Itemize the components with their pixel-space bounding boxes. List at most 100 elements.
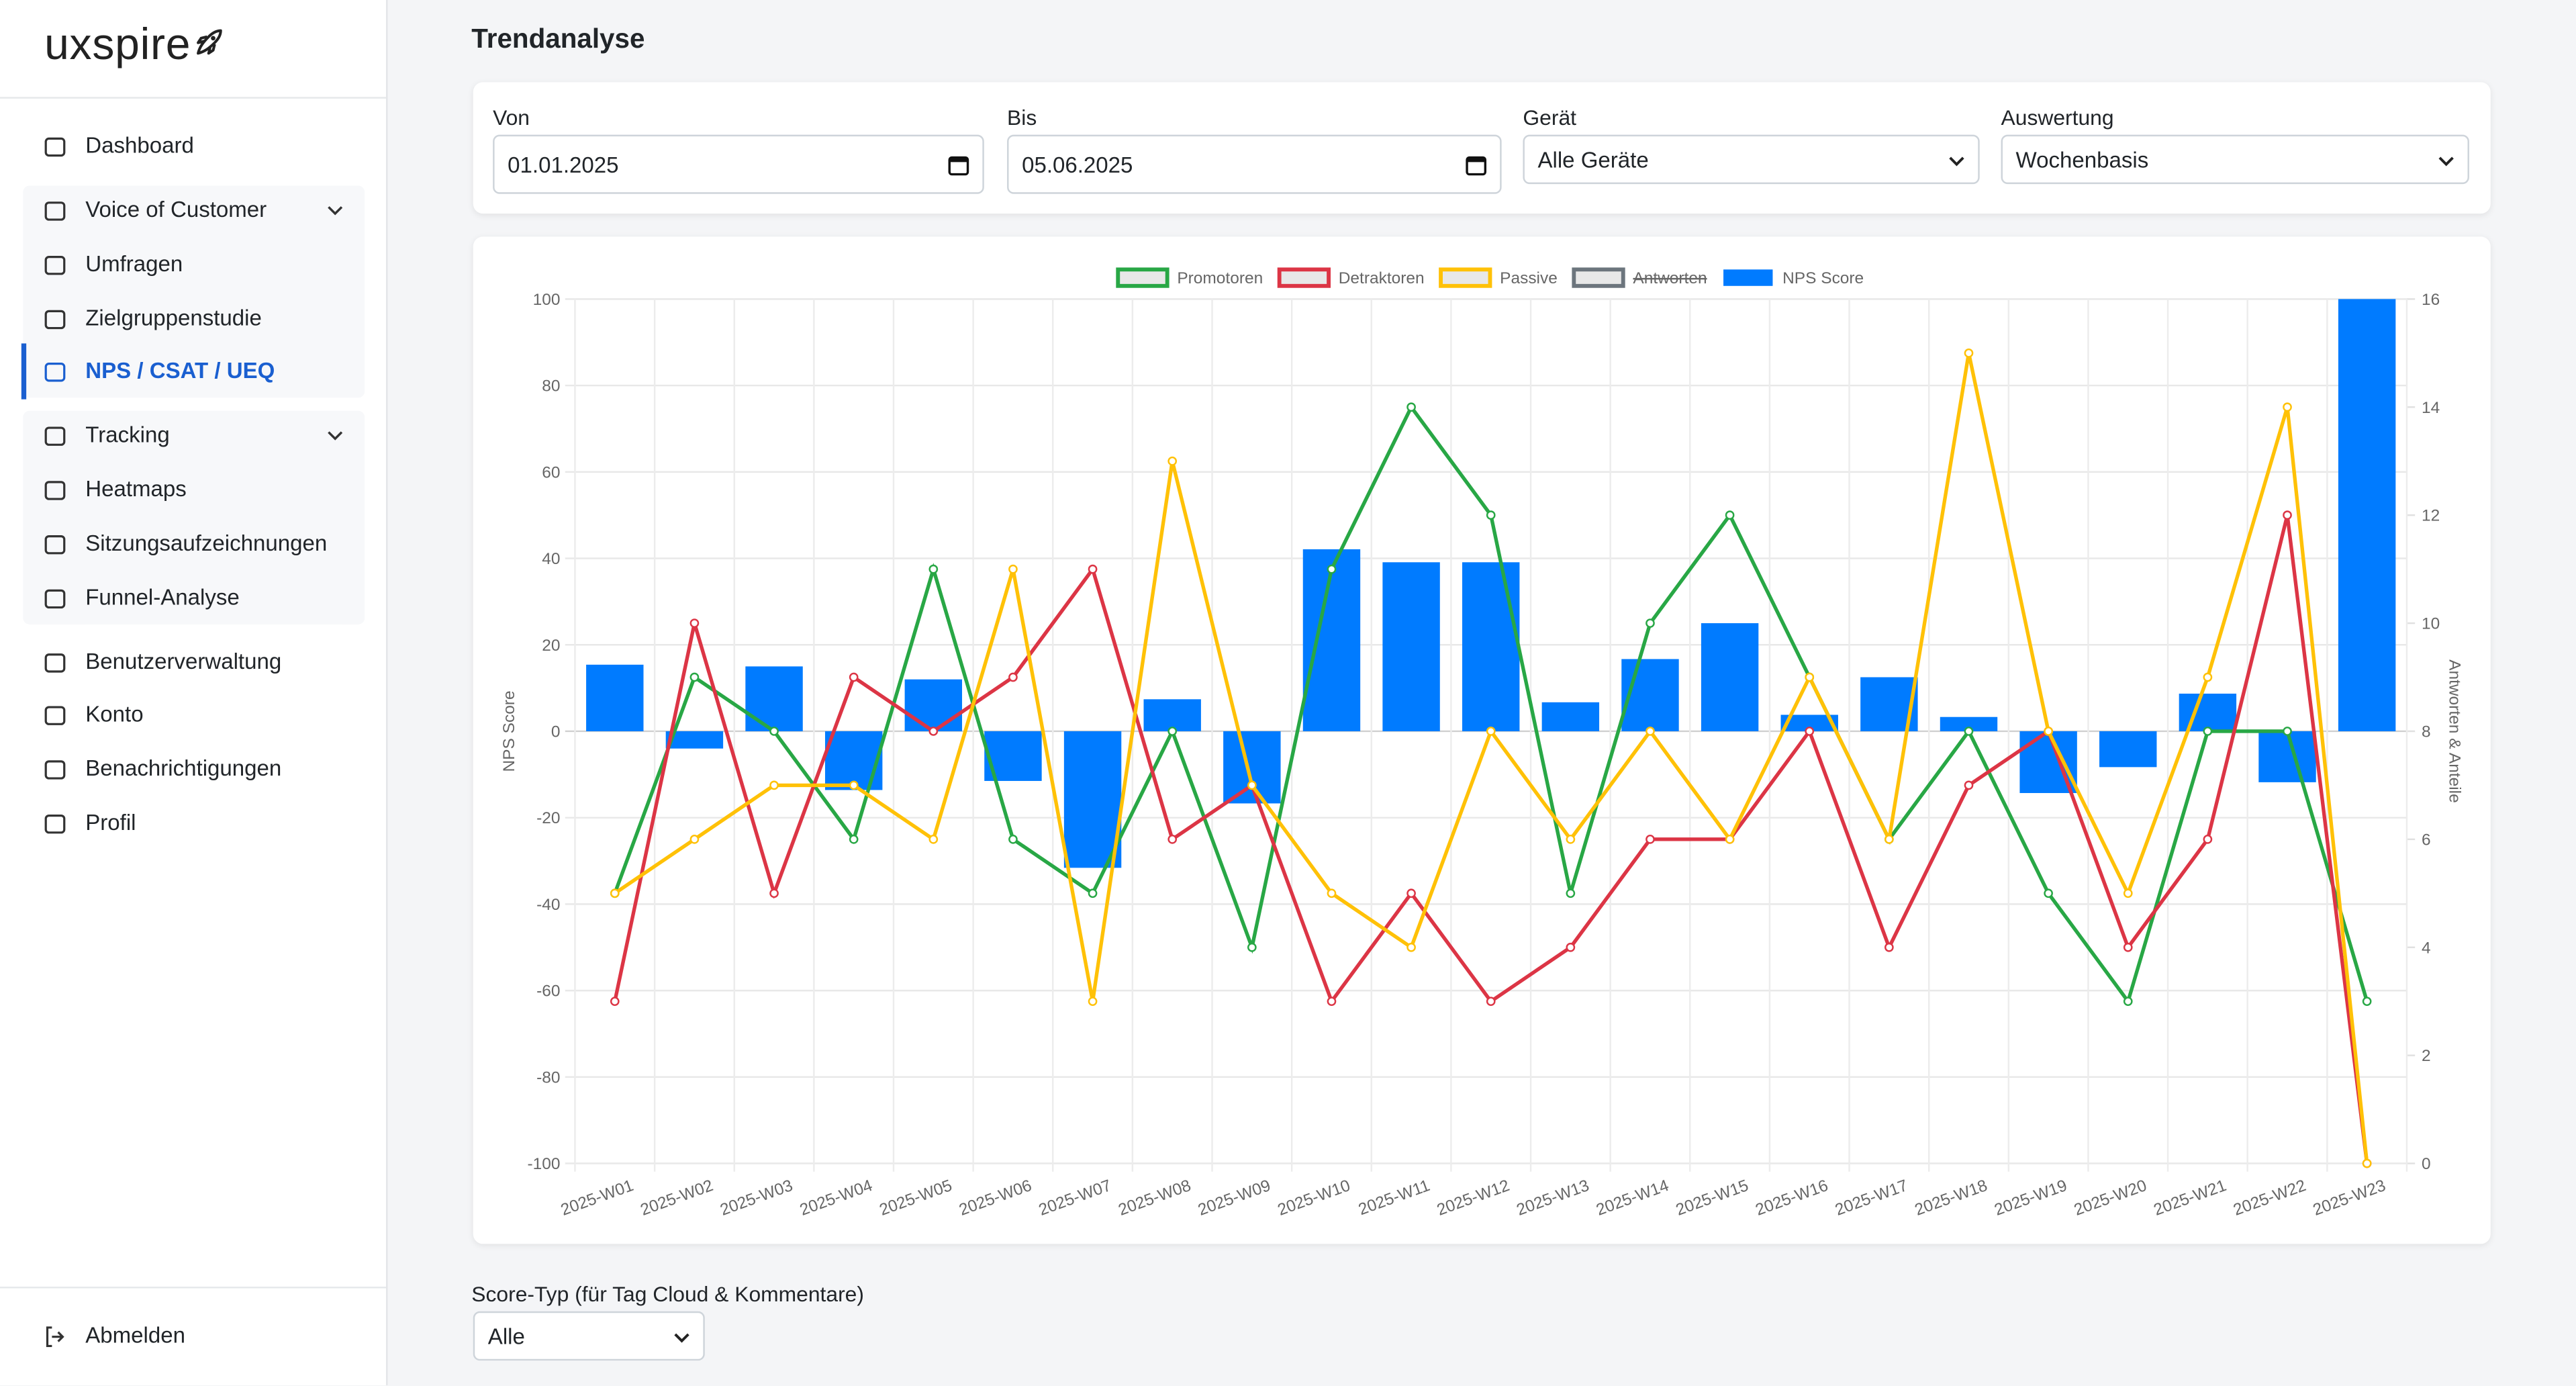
nav-label: Sitzungsaufzeichnungen: [85, 530, 328, 556]
x-tick-label: 2025-W03: [718, 1176, 795, 1219]
y-tick-label: -80: [536, 1068, 560, 1087]
legend: Promotoren Detraktoren Passive Antworten NPS…: [1116, 267, 1864, 288]
nav-label: Funnel-Analyse: [85, 585, 240, 610]
nav-item[interactable]: Voice of Customer: [23, 187, 365, 234]
chart: -100 -80 -60 -40 -20 0 20 40 60 80 100 0 2 4 6 8 10 12 14 1…: [500, 267, 2464, 1219]
point: [1486, 727, 1496, 736]
x-tick-label: 2025-W17: [1833, 1176, 1910, 1219]
nav-label: Heatmaps: [85, 476, 187, 502]
nav-item[interactable]: Zielgruppenstudie: [23, 295, 365, 342]
nav-item[interactable]: Umfragen: [23, 242, 365, 288]
nav-icon: [44, 760, 66, 780]
filter-label: Bis: [1007, 105, 1037, 130]
x-tick-label: 2025-W21: [2151, 1176, 2228, 1219]
point: [849, 834, 859, 844]
point: [1566, 942, 1576, 952]
point: [2203, 727, 2213, 736]
y-tick-label: -60: [536, 982, 560, 1001]
score-filter-label: Score-Typ (für Tag Cloud & Kommentare): [471, 1281, 864, 1307]
point: [1725, 834, 1735, 844]
divider: [0, 1287, 387, 1289]
bar: [1541, 702, 1600, 731]
point: [1406, 888, 1416, 898]
y2-axis-title: Antworten & Anteile: [2446, 659, 2464, 803]
filter-input[interactable]: 05.06.2025: [1007, 134, 1502, 194]
point: [2044, 727, 2053, 736]
nav-item[interactable]: Benachrichtigungen: [23, 746, 365, 792]
point: [1566, 834, 1576, 844]
legend-label: Detraktoren: [1339, 269, 1425, 287]
x-tick-label: 2025-W06: [957, 1176, 1034, 1219]
x-tick-label: 2025-W13: [1514, 1176, 1591, 1219]
nav-item[interactable]: Dashboard: [23, 124, 365, 170]
legend-label: Antworten: [1633, 269, 1707, 287]
point: [769, 780, 779, 790]
point: [1964, 780, 1974, 790]
y-tick-label: -100: [527, 1155, 560, 1173]
point: [1805, 672, 1815, 682]
legend-label: NPS Score: [1782, 269, 1864, 287]
x-tick-label: 2025-W14: [1594, 1176, 1671, 1219]
point: [2123, 942, 2133, 952]
y2-tick-label: 12: [2422, 507, 2440, 525]
point: [610, 997, 620, 1007]
y-tick-label: 100: [533, 291, 561, 309]
x-tick-label: 2025-W05: [877, 1176, 954, 1219]
filter-label: Auswertung: [2001, 105, 2114, 130]
point: [1008, 834, 1018, 844]
chart-card: -100 -80 -60 -40 -20 0 20 40 60 80 100 0 2 4 6 8 10 12 14 1…: [473, 236, 2491, 1244]
y2-tick-label: 2: [2422, 1047, 2431, 1065]
x-tick-label: 2025-W07: [1037, 1176, 1114, 1219]
y-tick-label: 80: [542, 377, 560, 396]
x-tick-label: 2025-W10: [1276, 1176, 1353, 1219]
bar: [2179, 693, 2237, 731]
y-tick-label: 40: [542, 550, 560, 568]
nav-icon: [44, 535, 66, 555]
nav-item[interactable]: Konto: [23, 692, 365, 738]
nav-item[interactable]: Funnel-Analyse: [23, 575, 365, 621]
point: [1008, 564, 1018, 574]
nav-item[interactable]: Tracking: [23, 412, 365, 459]
y-tick-label: 60: [542, 463, 560, 481]
point: [1645, 727, 1655, 736]
filter-label: Gerät: [1523, 105, 1577, 130]
score-filter-select[interactable]: Alle: [473, 1311, 705, 1361]
logout-label: Abmelden: [85, 1322, 186, 1348]
calendar-icon: [1466, 156, 1487, 176]
y2-tick-label: 6: [2422, 831, 2431, 849]
point: [1645, 618, 1655, 628]
nav-icon: [44, 653, 66, 673]
nav-item[interactable]: Heatmaps: [23, 467, 365, 513]
nav-item[interactable]: NPS / CSAT / UEQ: [21, 343, 365, 400]
x-tick-label: 2025-W19: [1992, 1176, 2069, 1219]
nav-icon: [44, 255, 66, 275]
nav-item[interactable]: Benutzerverwaltung: [23, 639, 365, 686]
logout[interactable]: Abmelden: [23, 1313, 365, 1359]
nav-item[interactable]: Sitzungsaufzeichnungen: [23, 521, 365, 567]
x-tick-label: 2025-W22: [2231, 1176, 2308, 1219]
nav-label: Benachrichtigungen: [85, 755, 282, 781]
nav-label: Voice of Customer: [85, 197, 267, 222]
nav-icon: [44, 363, 66, 382]
x-tick-label: 2025-W08: [1116, 1176, 1193, 1219]
nav-group: [23, 410, 365, 625]
point: [2283, 510, 2292, 520]
filter-card: Von 01.01.2025 Bis 05.06.2025 Gerät Alle Gerä…: [473, 82, 2491, 214]
point: [769, 727, 779, 736]
point: [689, 834, 700, 844]
nav-group: [23, 185, 365, 398]
point: [928, 727, 939, 736]
bar: [1462, 562, 1520, 731]
point: [1008, 672, 1018, 682]
nav-icon: [44, 201, 66, 221]
legend-swatch: [1277, 267, 1331, 288]
filter-input[interactable]: Wochenbasis: [2001, 134, 2469, 185]
bar: [2258, 731, 2316, 782]
y-tick-label: 0: [551, 723, 561, 741]
filter-input[interactable]: Alle Geräte: [1523, 134, 1980, 185]
bar: [1382, 562, 1440, 731]
nav-label: NPS / CSAT / UEQ: [85, 358, 275, 383]
nav-item[interactable]: Profil: [23, 800, 365, 847]
point: [1486, 997, 1496, 1007]
filter-input[interactable]: 01.01.2025: [493, 134, 984, 194]
